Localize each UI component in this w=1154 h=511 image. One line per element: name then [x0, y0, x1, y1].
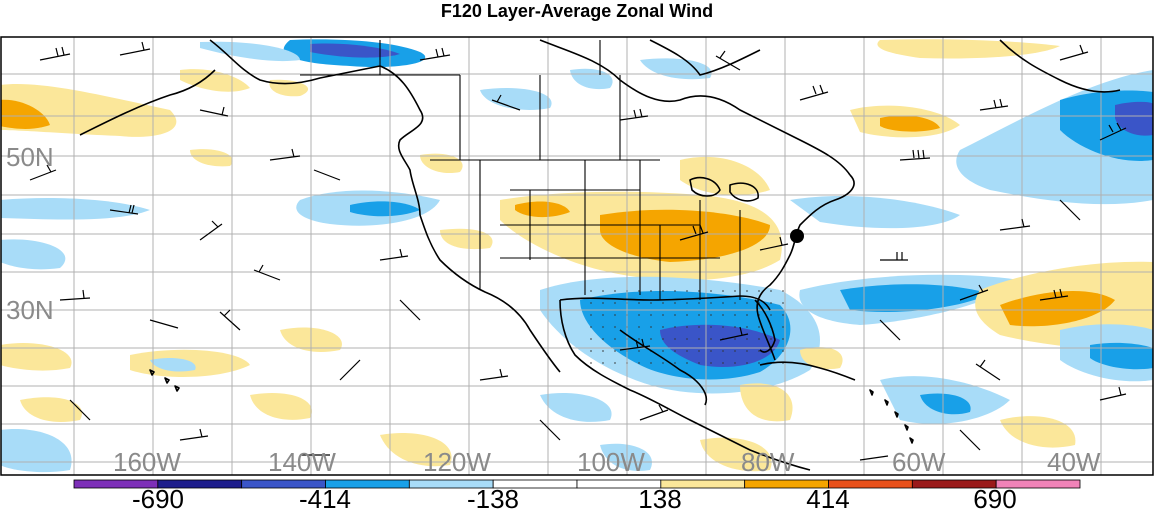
coastlines: [79, 39, 1121, 471]
positive-region: [250, 392, 312, 420]
positive-region: [680, 156, 770, 196]
lon-label-100w: 100W: [577, 447, 645, 477]
colorbar-label-690: 690: [973, 484, 1016, 511]
negative-region: [790, 195, 960, 229]
positive-region: [600, 209, 770, 262]
negative-region: [480, 88, 552, 110]
negative-region: [570, 68, 613, 90]
colorbar-label-neg690: -690: [132, 484, 184, 511]
lat-label-30n: 30N: [6, 295, 54, 325]
negative-region: [840, 284, 990, 313]
positive-region: [515, 201, 570, 218]
map-frame: [0, 36, 1154, 476]
lon-label-160w: 160W: [113, 447, 181, 477]
negative-region: [640, 58, 712, 80]
positive-region: [800, 347, 843, 370]
lon-label-80w: 80W: [741, 447, 795, 477]
positive-region: [420, 153, 463, 174]
colorbar: [73, 479, 1081, 489]
negative-region: [150, 358, 196, 372]
positive-region: [880, 115, 940, 132]
positive-region: [1000, 416, 1076, 448]
colorbar-label-neg138: -138: [467, 484, 519, 511]
lon-label-140w: 140W: [268, 447, 336, 477]
negative-region: [1, 429, 72, 473]
shading-layer: [1, 39, 1153, 473]
negative-region: [310, 43, 400, 58]
positive-region: [1, 342, 72, 371]
political-borders: [300, 40, 741, 300]
city-marker: [790, 229, 804, 243]
positive-region: [700, 437, 772, 472]
negative-region: [200, 41, 300, 62]
positive-region: [1, 99, 50, 129]
negative-region: [1090, 342, 1153, 370]
colorbar-segment: [995, 479, 1081, 489]
map-title: F120 Layer-Average Zonal Wind: [440, 1, 714, 21]
wind-barbs: [29, 41, 1127, 461]
negative-region: [1, 198, 150, 220]
graticule: [1, 37, 1153, 475]
positive-region: [740, 383, 793, 422]
positive-region: [380, 433, 452, 467]
positive-region: [1000, 290, 1115, 327]
colorbar-label-neg414: -414: [299, 484, 351, 511]
positive-region: [190, 149, 233, 167]
negative-region: [920, 393, 971, 415]
positive-region: [440, 228, 493, 250]
lon-label-120w: 120W: [423, 447, 491, 477]
lat-label-50n: 50N: [6, 142, 54, 172]
negative-region: [1, 239, 66, 270]
negative-region: [350, 201, 420, 217]
colorbar-label-138: 138: [638, 484, 681, 511]
negative-region: [1115, 101, 1153, 136]
negative-region: [600, 443, 652, 471]
colorbar-label-414: 414: [806, 484, 849, 511]
positive-region: [20, 397, 82, 422]
lon-label-60w: 60W: [892, 447, 946, 477]
positive-region: [877, 39, 1060, 59]
lon-label-40w: 40W: [1047, 447, 1101, 477]
negative-region: [540, 392, 612, 422]
